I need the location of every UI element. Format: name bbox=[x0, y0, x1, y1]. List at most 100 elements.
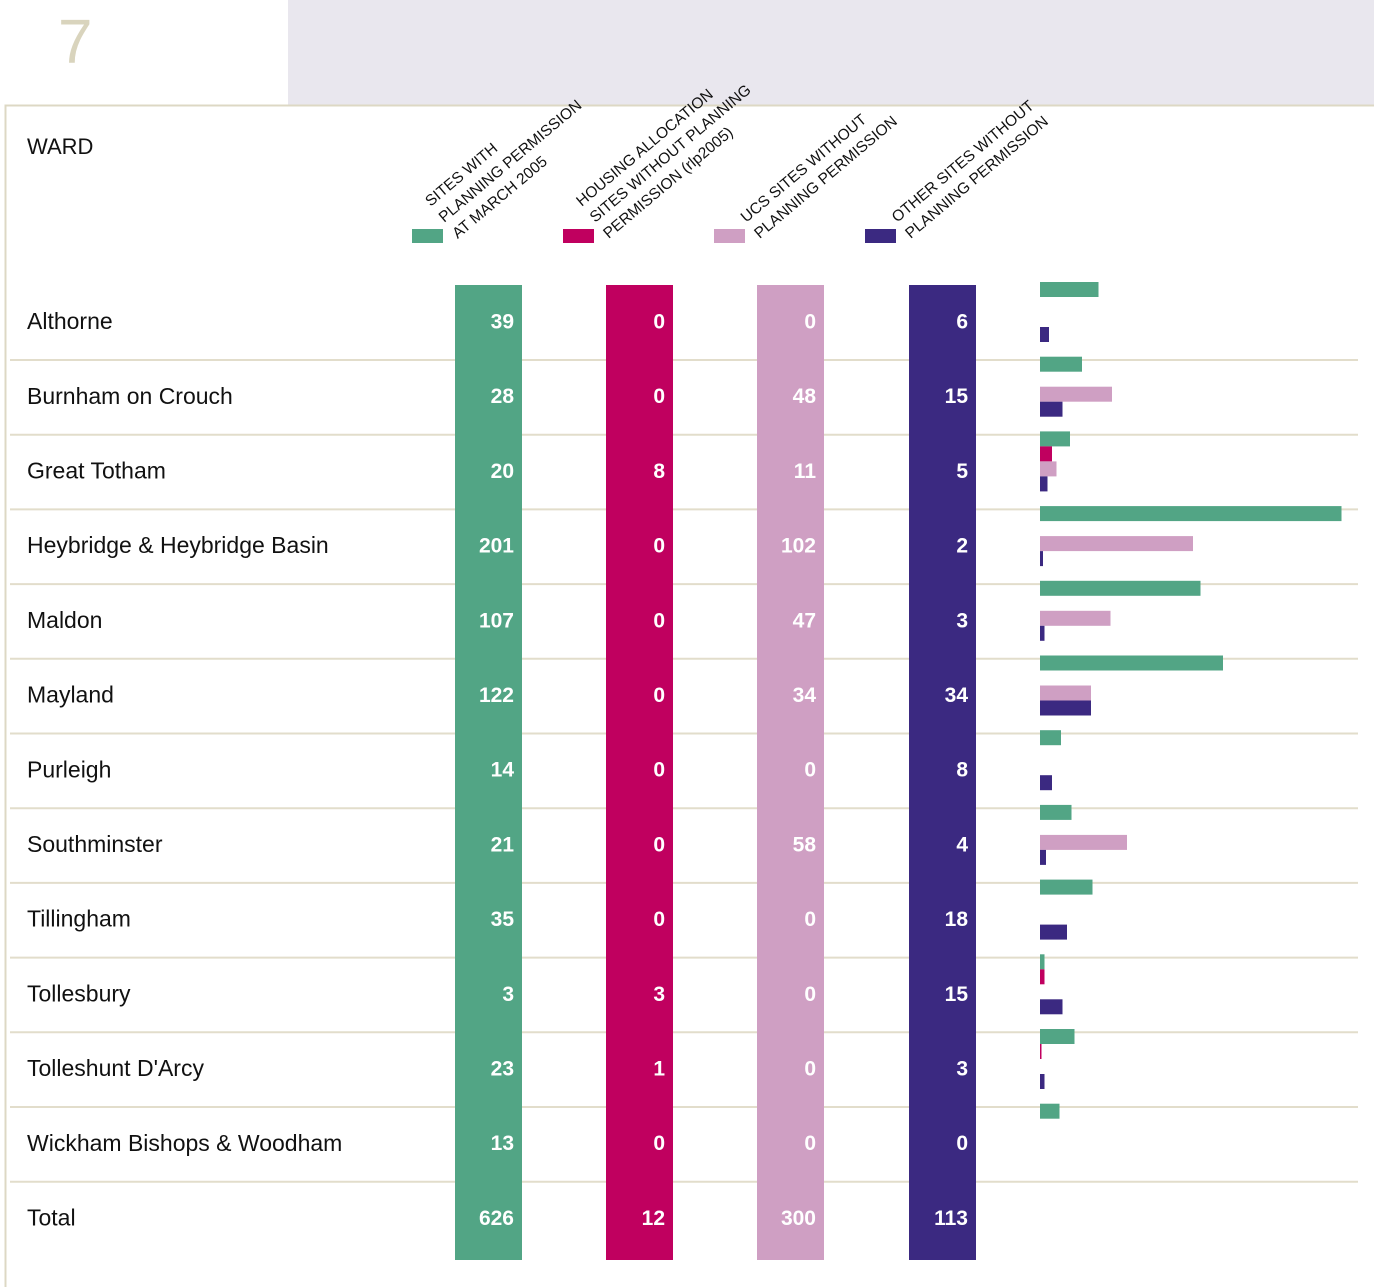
cell-value: 0 bbox=[653, 684, 665, 707]
cell-value: 0 bbox=[653, 833, 665, 856]
column-header-line: PLANNING PERMISSION bbox=[902, 113, 1051, 242]
cell-value: 39 bbox=[491, 311, 514, 334]
ward-name: Tillingham bbox=[27, 906, 131, 932]
mini-bar bbox=[1040, 655, 1223, 671]
cell-value: 0 bbox=[804, 983, 816, 1006]
mini-bar bbox=[1040, 536, 1193, 552]
cell-value: 0 bbox=[804, 1058, 816, 1081]
mini-bar bbox=[1040, 879, 1093, 895]
page-number: 7 bbox=[58, 7, 92, 76]
cell-value: 8 bbox=[653, 460, 665, 483]
column-header-line: PLANNING PERMISSION bbox=[751, 113, 900, 242]
ward-name: Great Totham bbox=[27, 457, 166, 483]
column-band bbox=[455, 285, 522, 1260]
mini-bar bbox=[1040, 730, 1061, 746]
mini-bar bbox=[1040, 849, 1046, 865]
cell-value: 3 bbox=[956, 609, 968, 632]
cell-value: 0 bbox=[653, 908, 665, 931]
mini-bar bbox=[1040, 954, 1045, 970]
mini-bar bbox=[1040, 1103, 1060, 1119]
cell-value: 626 bbox=[479, 1207, 514, 1230]
cell-value: 113 bbox=[934, 1207, 968, 1230]
cell-value: 34 bbox=[793, 684, 817, 707]
cell-value: 5 bbox=[956, 460, 968, 483]
cell-value: 12 bbox=[642, 1207, 665, 1230]
column-header-line: PERMISSION (rlp2005) bbox=[600, 124, 736, 242]
mini-bar bbox=[1040, 804, 1072, 820]
cell-value: 23 bbox=[491, 1058, 514, 1081]
cell-value: 0 bbox=[653, 385, 665, 408]
cell-value: 3 bbox=[653, 983, 665, 1006]
cell-value: 58 bbox=[793, 833, 817, 856]
cell-value: 34 bbox=[945, 684, 969, 707]
cell-value: 102 bbox=[781, 535, 816, 558]
cell-value: 35 bbox=[491, 908, 515, 931]
column-header-line: OTHER SITES WITHOUT bbox=[889, 97, 1038, 226]
mini-bar bbox=[1040, 924, 1067, 940]
ward-name: Maldon bbox=[27, 607, 102, 633]
cell-value: 0 bbox=[804, 1132, 816, 1155]
cell-value: 47 bbox=[793, 609, 816, 632]
ward-name: Burnham on Crouch bbox=[27, 383, 233, 409]
cell-value: 122 bbox=[479, 684, 514, 707]
cell-value: 20 bbox=[491, 460, 514, 483]
cell-value: 0 bbox=[653, 311, 665, 334]
mini-bar bbox=[1040, 685, 1091, 701]
mini-bar bbox=[1040, 551, 1043, 567]
mini-bar bbox=[1040, 327, 1049, 342]
mini-bar bbox=[1040, 834, 1127, 850]
cell-value: 48 bbox=[793, 385, 817, 408]
cell-value: 0 bbox=[653, 609, 665, 632]
cell-value: 4 bbox=[956, 833, 968, 856]
mini-bar bbox=[1040, 580, 1201, 596]
cell-value: 1 bbox=[653, 1058, 665, 1081]
legend-swatch bbox=[563, 229, 594, 243]
cell-value: 8 bbox=[956, 759, 968, 782]
cell-value: 15 bbox=[945, 385, 969, 408]
cell-value: 0 bbox=[653, 759, 665, 782]
ward-name: Total bbox=[27, 1204, 76, 1230]
column-band bbox=[909, 285, 976, 1260]
cell-value: 14 bbox=[491, 759, 515, 782]
mini-bar bbox=[1040, 1044, 1042, 1059]
mini-bar bbox=[1040, 1074, 1045, 1089]
mini-bar bbox=[1040, 506, 1342, 522]
column-band bbox=[606, 285, 673, 1260]
cell-value: 15 bbox=[945, 983, 969, 1006]
column-header-line: UCS SITES WITHOUT bbox=[738, 111, 871, 226]
mini-bar bbox=[1040, 625, 1045, 641]
cell-value: 2 bbox=[956, 535, 968, 558]
mini-bar bbox=[1040, 356, 1082, 372]
header-panel bbox=[288, 0, 1374, 106]
cell-value: 0 bbox=[804, 908, 816, 931]
ward-name: Tollesbury bbox=[27, 980, 131, 1006]
column-band bbox=[757, 285, 824, 1260]
mini-bar bbox=[1040, 401, 1063, 417]
ward-name: Althorne bbox=[27, 308, 113, 334]
cell-value: 11 bbox=[794, 460, 817, 483]
mini-bar bbox=[1040, 700, 1091, 716]
cell-value: 201 bbox=[479, 535, 514, 558]
mini-bar bbox=[1040, 446, 1052, 462]
cell-value: 300 bbox=[781, 1207, 816, 1230]
legend-swatch bbox=[865, 229, 896, 243]
cell-value: 0 bbox=[653, 535, 665, 558]
ward-name: Heybridge & Heybridge Basin bbox=[27, 532, 329, 558]
cell-value: 0 bbox=[956, 1132, 968, 1155]
cell-value: 13 bbox=[491, 1132, 514, 1155]
mini-bar bbox=[1040, 610, 1111, 626]
legend-swatch bbox=[714, 229, 745, 243]
cell-value: 3 bbox=[956, 1058, 968, 1081]
legend-swatch bbox=[412, 229, 443, 243]
cell-value: 107 bbox=[479, 609, 514, 632]
mini-bar bbox=[1040, 775, 1052, 791]
mini-bar bbox=[1040, 1029, 1075, 1044]
ward-header: WARD bbox=[27, 134, 93, 159]
mini-bar bbox=[1040, 476, 1048, 492]
ward-name: Mayland bbox=[27, 682, 114, 708]
cell-value: 6 bbox=[956, 311, 968, 334]
mini-bar bbox=[1040, 461, 1057, 477]
